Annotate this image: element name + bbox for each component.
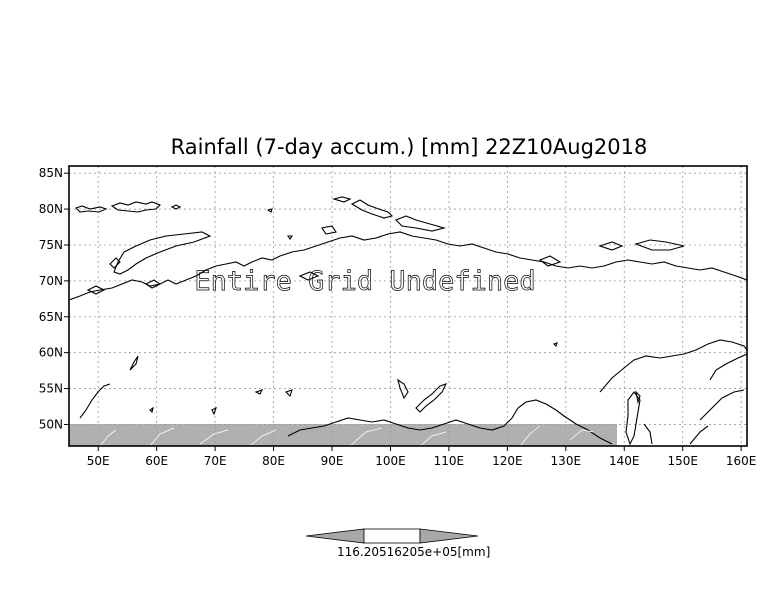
lat-tick-label: 70N — [39, 274, 63, 288]
lon-tick-label: 120E — [492, 454, 523, 468]
colorbar-right-arrow — [419, 528, 479, 544]
lon-tick-label: 110E — [434, 454, 465, 468]
rivers — [99, 425, 595, 446]
colorbar: 116.20516205e+05[mm] — [305, 528, 490, 559]
lon-tick-label: 140E — [609, 454, 640, 468]
colorbar-box — [363, 528, 421, 544]
lon-tick-label: 90E — [321, 454, 344, 468]
map-title: Rainfall (7-day accum.) [mm] 22Z10Aug201… — [171, 135, 648, 159]
lon-tick-label: 160E — [726, 454, 757, 468]
undefined-grid-text: Entire Grid Undefined — [194, 266, 535, 297]
longitude-axis: 50E 60E 70E 80E 90E 100E 110E 120E 130E 140E 150E 1… — [87, 446, 757, 468]
map-frame — [68, 165, 748, 447]
map-panel: Entire Grid Undefined 85N 80N 75N 70N 65N 60N… — [39, 165, 757, 468]
lat-tick-label: 85N — [39, 166, 63, 180]
gridlines — [69, 166, 747, 446]
lat-tick-label: 80N — [39, 202, 63, 216]
lat-tick-label: 50N — [39, 417, 63, 431]
lon-tick-label: 60E — [145, 454, 168, 468]
lat-tick-label: 60N — [39, 346, 63, 360]
lon-tick-label: 80E — [262, 454, 285, 468]
shaded-data-band — [69, 424, 617, 446]
lon-tick-label: 50E — [87, 454, 110, 468]
latitude-axis: 85N 80N 75N 70N 65N 60N 55N 50N — [39, 166, 69, 431]
lon-tick-label: 70E — [204, 454, 227, 468]
lon-tick-label: 100E — [375, 454, 406, 468]
lat-tick-label: 65N — [39, 310, 63, 324]
lat-tick-label: 75N — [39, 238, 63, 252]
lon-tick-label: 130E — [551, 454, 582, 468]
coastlines — [69, 196, 747, 446]
colorbar-label: 116.20516205e+05[mm] — [337, 545, 490, 559]
lon-tick-label: 150E — [667, 454, 698, 468]
lat-tick-label: 55N — [39, 382, 63, 396]
colorbar-left-arrow — [305, 528, 365, 544]
